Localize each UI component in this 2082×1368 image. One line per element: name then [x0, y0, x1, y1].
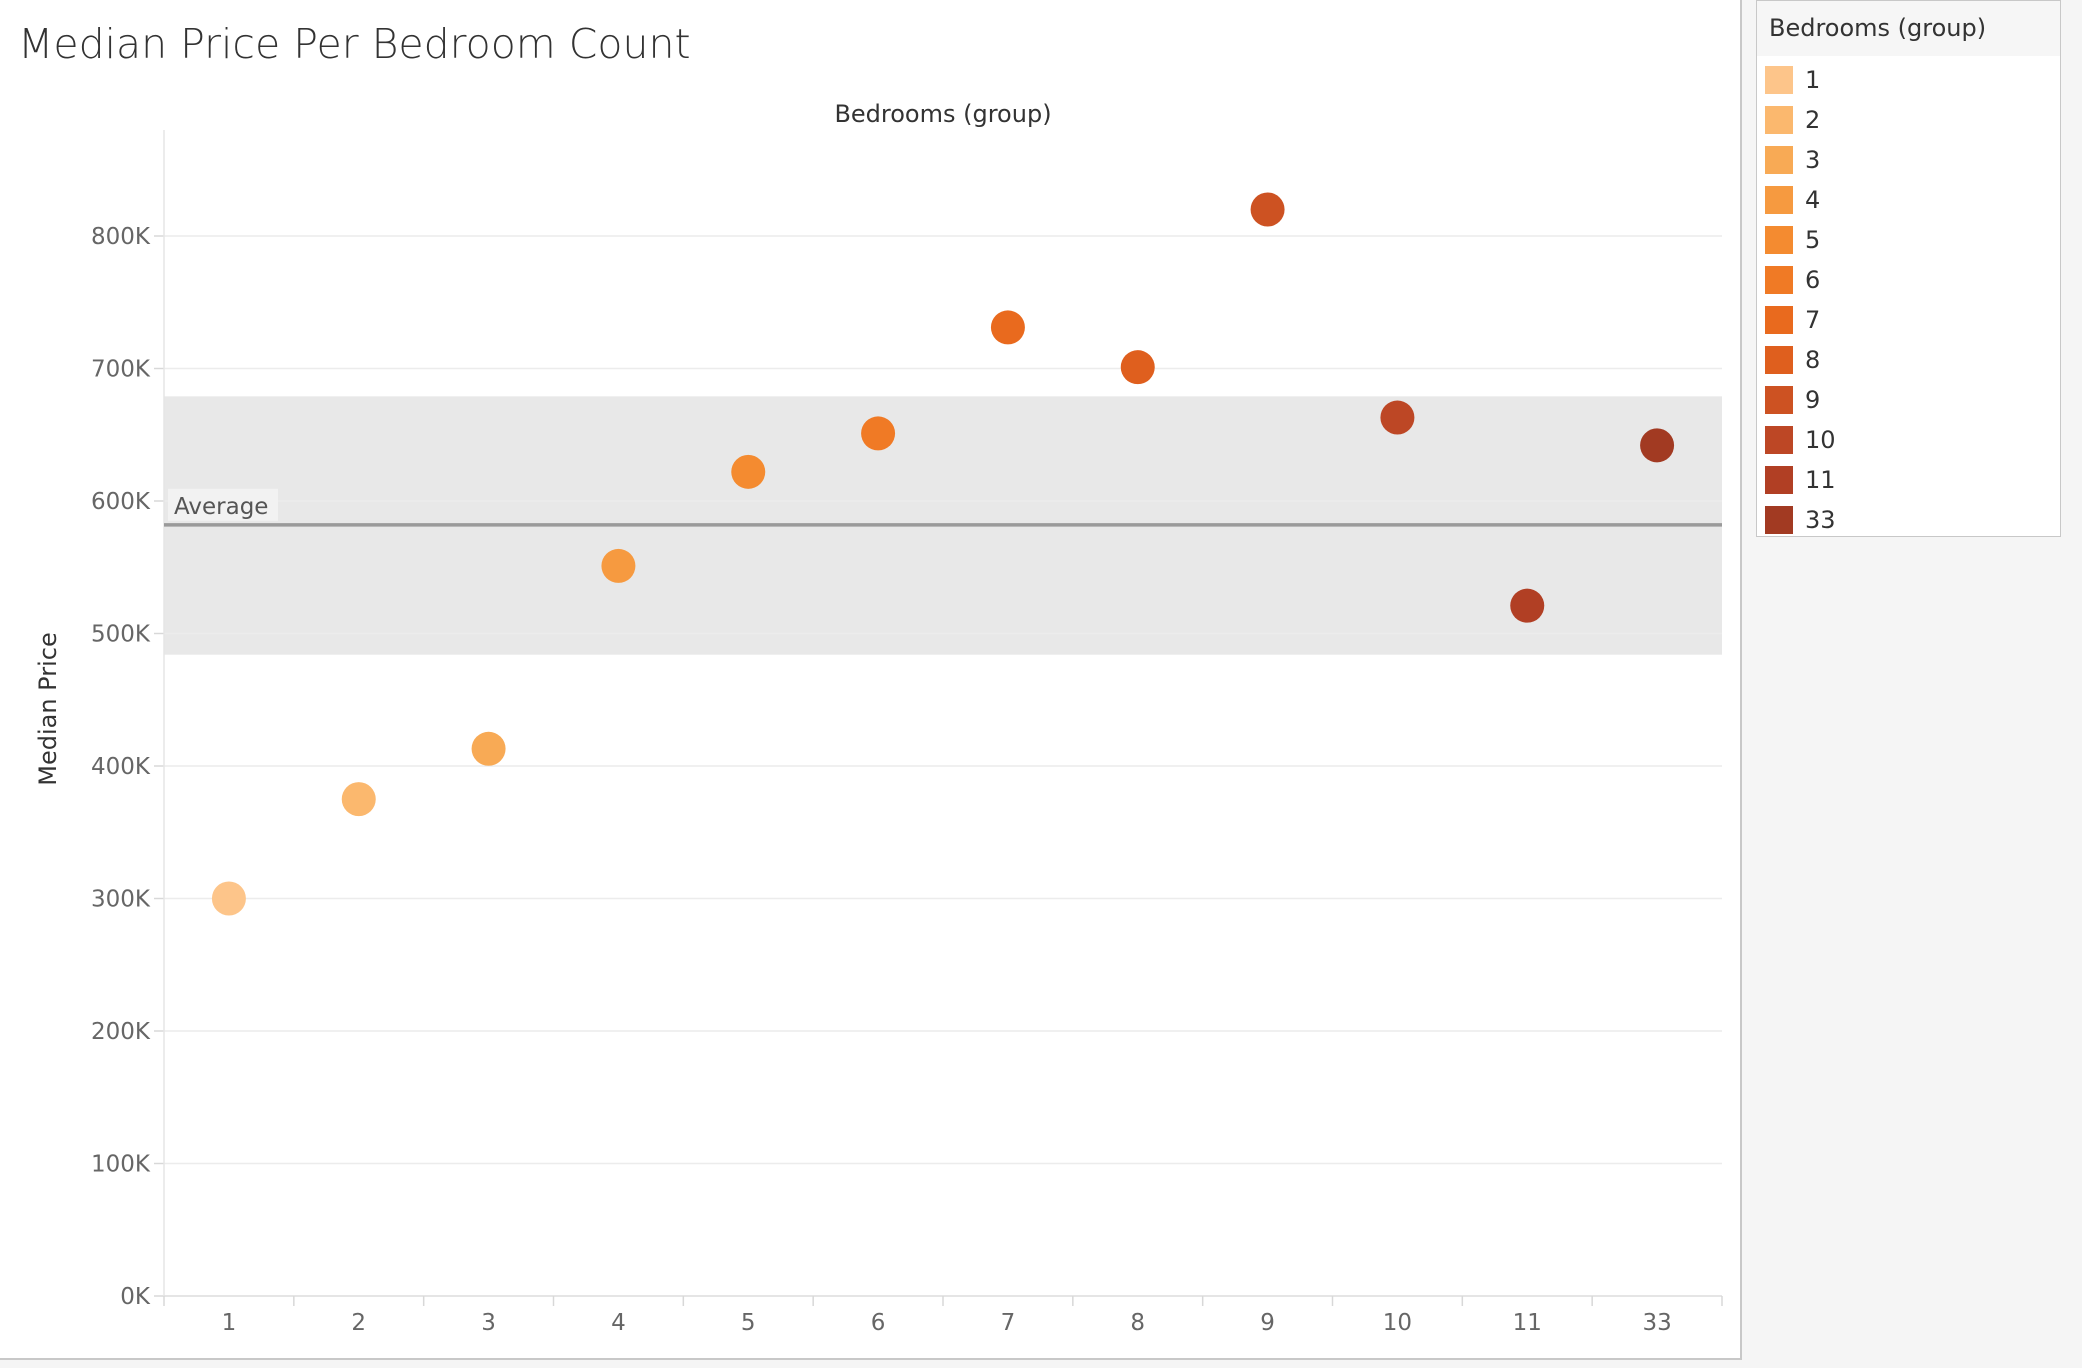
average-label-bg	[168, 488, 278, 521]
legend-item-10[interactable]: 10	[1757, 420, 2060, 460]
x-tick-label: 1	[222, 1310, 237, 1336]
legend-label: 4	[1805, 186, 1821, 214]
legend[interactable]: Bedrooms (group) 1 2 3 4 5 6 7 8 9 10 11 33	[1756, 0, 2061, 537]
legend-label: 10	[1805, 426, 1836, 454]
y-tick-label: 500K	[91, 622, 151, 648]
data-point-5	[731, 454, 766, 489]
chart-pane: Median Price Per Bedroom Count 0K 100K 200…	[0, 0, 1742, 1360]
x-tick-label: 5	[741, 1310, 756, 1336]
average-label: Average	[174, 494, 268, 520]
legend-item-7[interactable]: 7	[1757, 300, 2060, 340]
x-header-label: Bedrooms (group)	[834, 100, 1051, 128]
data-point-3	[471, 731, 506, 766]
x-tick-label: 10	[1383, 1310, 1412, 1336]
data-point-10	[1380, 400, 1415, 435]
legend-item-11[interactable]: 11	[1757, 460, 2060, 500]
legend-label: 9	[1805, 386, 1821, 414]
data-point-4	[601, 548, 636, 583]
data-point-1	[211, 881, 246, 916]
legend-label: 6	[1805, 266, 1821, 294]
legend-item-9[interactable]: 9	[1757, 380, 2060, 420]
data-point-6	[861, 416, 896, 451]
data-point-33	[1640, 428, 1675, 463]
x-tick-label: 7	[1001, 1310, 1016, 1336]
legend-item-5[interactable]: 5	[1757, 220, 2060, 260]
legend-item-1[interactable]: 1	[1757, 60, 2060, 100]
legend-item-33[interactable]: 33	[1757, 500, 2060, 540]
legend-label: 5	[1805, 226, 1821, 254]
legend-swatch	[1765, 106, 1793, 134]
legend-item-6[interactable]: 6	[1757, 260, 2060, 300]
x-tick-label: 33	[1642, 1310, 1671, 1336]
legend-item-4[interactable]: 4	[1757, 180, 2060, 220]
legend-swatch	[1765, 266, 1793, 294]
legend-swatch	[1765, 146, 1793, 174]
legend-item-3[interactable]: 3	[1757, 140, 2060, 180]
x-tick-label: 2	[351, 1310, 366, 1336]
data-point-11	[1510, 588, 1545, 623]
legend-swatch	[1765, 306, 1793, 334]
data-point-9	[1250, 192, 1285, 227]
y-tick-label: 200K	[91, 1019, 151, 1045]
legend-label: 1	[1805, 66, 1821, 94]
x-tick-label: 3	[481, 1310, 496, 1336]
legend-label: 8	[1805, 346, 1821, 374]
legend-label: 2	[1805, 106, 1821, 134]
legend-label: 11	[1805, 466, 1836, 494]
legend-swatch	[1765, 506, 1793, 534]
legend-swatch	[1765, 186, 1793, 214]
legend-items: 1 2 3 4 5 6 7 8 9 10 11 33	[1757, 56, 2060, 540]
y-tick-label: 600K	[91, 489, 151, 515]
x-tick-label: 11	[1513, 1310, 1542, 1336]
y-tick-label: 800K	[91, 224, 151, 250]
legend-swatch	[1765, 66, 1793, 94]
scatter-plot: 0K 100K 200K 300K 400K 500K 600K 700K 800K 1 2 3 4 5 6…	[34, 100, 1723, 1336]
x-tick-label: 8	[1130, 1310, 1145, 1336]
y-axis-title: Median Price	[34, 632, 62, 785]
legend-swatch	[1765, 466, 1793, 494]
legend-swatch	[1765, 346, 1793, 374]
legend-item-8[interactable]: 8	[1757, 340, 2060, 380]
legend-swatch	[1765, 226, 1793, 254]
chart-title: Median Price Per Bedroom Count	[18, 20, 691, 68]
data-point-7	[990, 310, 1025, 345]
x-tick-label: 4	[611, 1310, 626, 1336]
legend-swatch	[1765, 386, 1793, 414]
data-point-8	[1120, 350, 1155, 385]
y-tick-label: 0K	[120, 1284, 151, 1310]
legend-label: 3	[1805, 146, 1821, 174]
legend-swatch	[1765, 426, 1793, 454]
x-tick-label: 9	[1260, 1310, 1275, 1336]
legend-title: Bedrooms (group)	[1757, 1, 2060, 56]
y-tick-label: 400K	[91, 754, 151, 780]
y-tick-label: 700K	[91, 357, 151, 383]
legend-label: 33	[1805, 506, 1836, 534]
data-point-2	[341, 782, 376, 817]
legend-label: 7	[1805, 306, 1821, 334]
y-tick-label: 300K	[91, 887, 151, 913]
legend-item-2[interactable]: 2	[1757, 100, 2060, 140]
x-tick-label: 6	[871, 1310, 886, 1336]
y-tick-label: 100K	[91, 1152, 151, 1178]
